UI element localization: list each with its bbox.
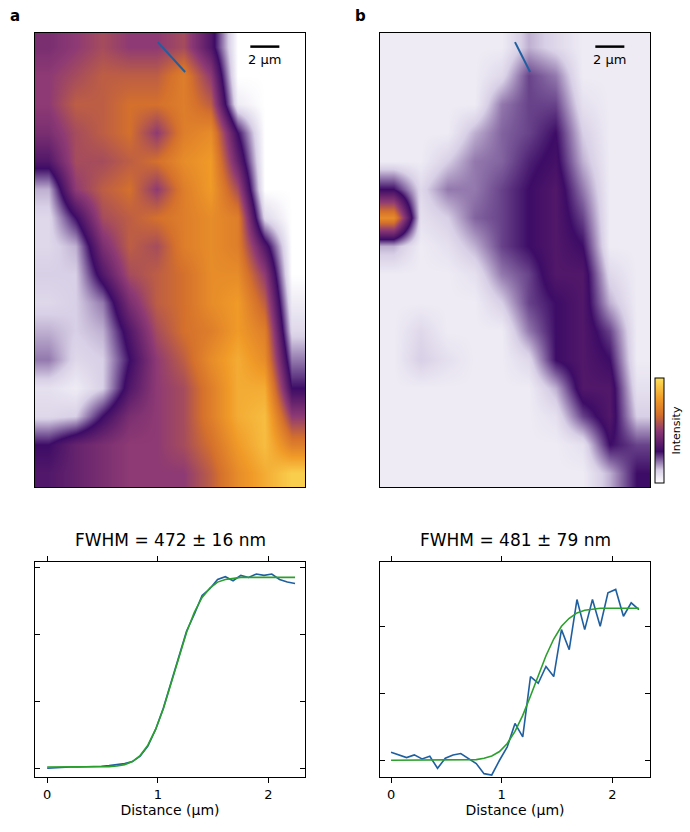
svg-text:0: 0 (43, 787, 51, 802)
svg-text:2: 2 (608, 787, 616, 802)
svg-text:FWHM = 472 ± 16 nm: FWHM = 472 ± 16 nm (75, 530, 266, 550)
svg-text:2: 2 (264, 787, 272, 802)
svg-text:Distance (µm): Distance (µm) (465, 802, 564, 818)
svg-text:1: 1 (498, 787, 506, 802)
svg-text:Intensity: Intensity (670, 406, 683, 454)
svg-text:FWHM = 481 ± 79 nm: FWHM = 481 ± 79 nm (420, 530, 611, 550)
svg-text:2 µm: 2 µm (248, 52, 281, 67)
svg-text:1: 1 (154, 787, 162, 802)
svg-text:2 µm: 2 µm (593, 52, 626, 67)
svg-text:0: 0 (387, 787, 395, 802)
svg-text:Distance (µm): Distance (µm) (120, 802, 219, 818)
svg-text:a: a (10, 7, 20, 25)
svg-text:b: b (355, 7, 366, 25)
